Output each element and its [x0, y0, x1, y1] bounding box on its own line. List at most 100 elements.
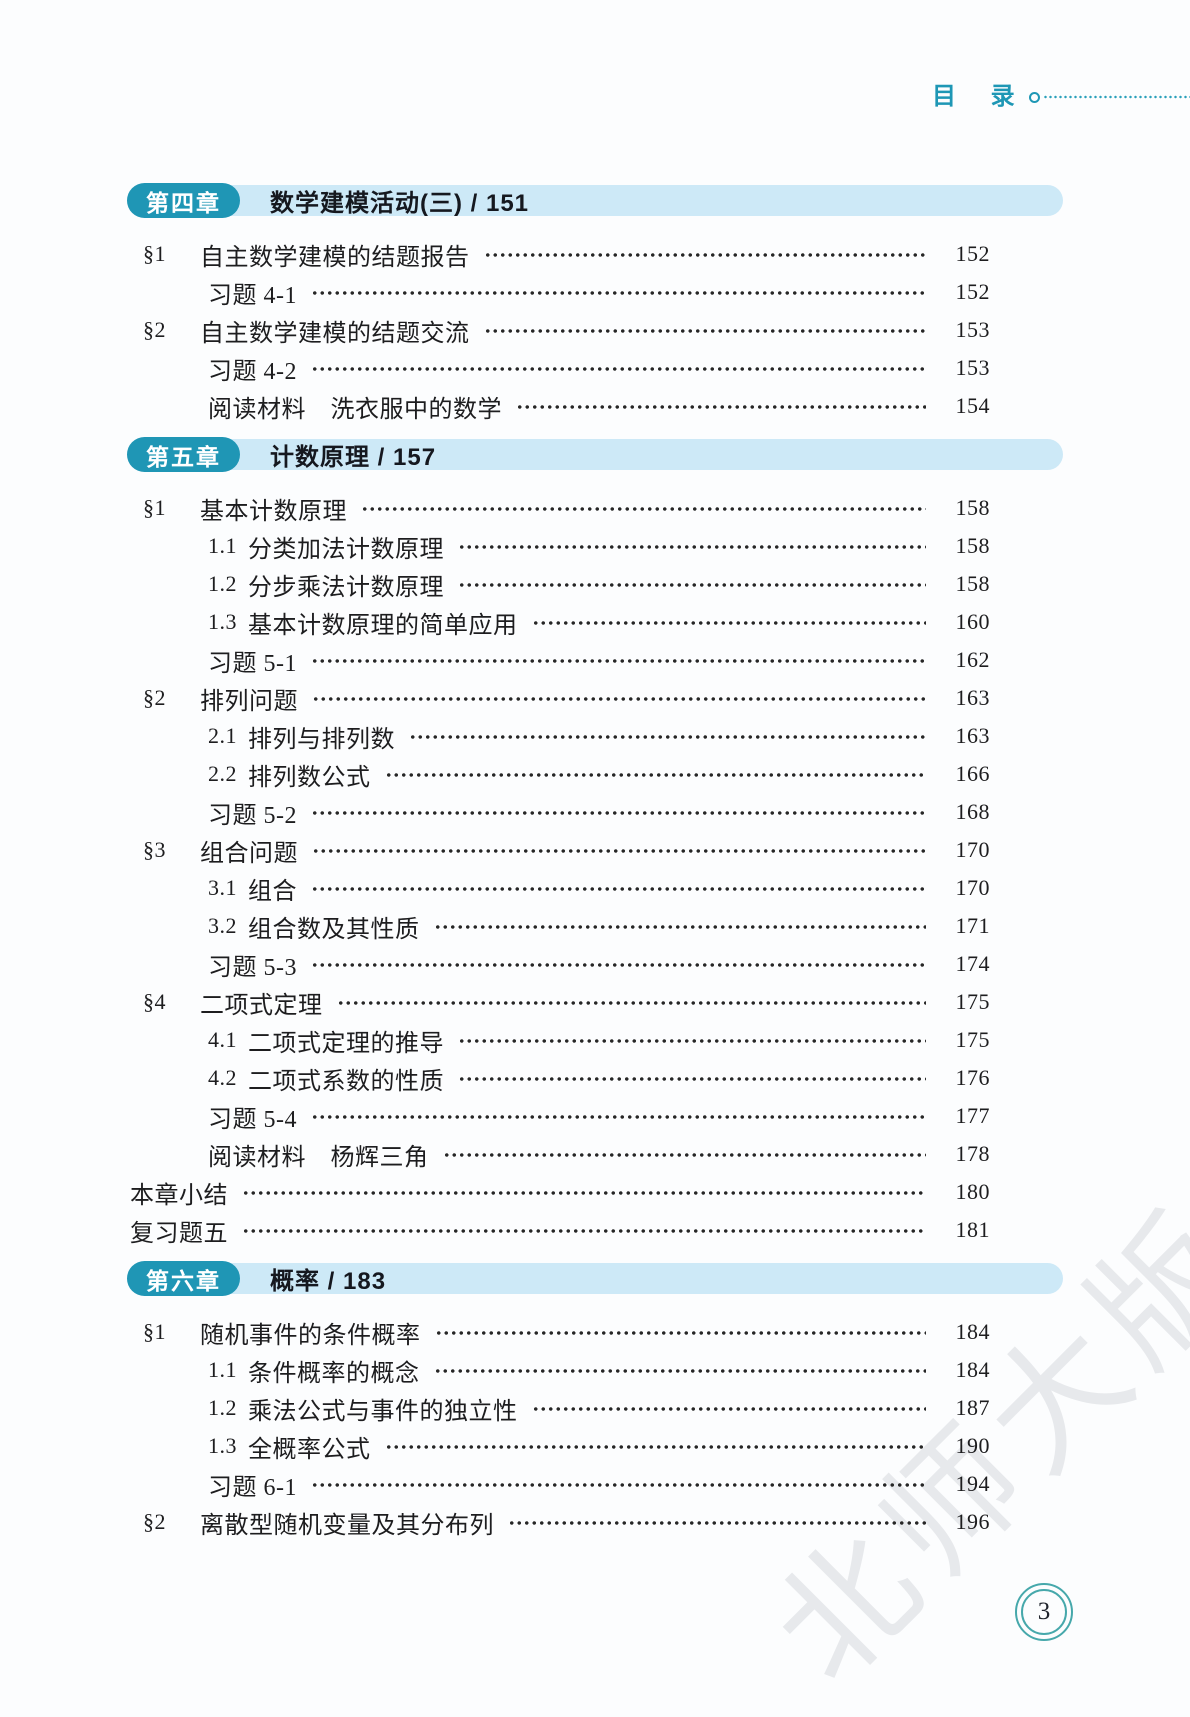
- entry-title: 基本计数原理: [200, 498, 347, 525]
- toc-entry: 3.2 组合数及其性质 171: [130, 907, 990, 945]
- dot-leader: [483, 253, 926, 257]
- dot-leader: [483, 329, 926, 333]
- entry-number: §2: [143, 1509, 166, 1534]
- toc-entry: §1 自主数学建模的结题报告 152: [130, 235, 990, 273]
- dot-leader: [312, 849, 926, 853]
- chapter-title: 概率 / 183: [270, 1268, 387, 1295]
- dot-leader: [336, 1001, 926, 1005]
- dot-leader: [311, 659, 926, 663]
- entry-number: §4: [143, 989, 166, 1014]
- entry-number: §2: [143, 685, 166, 710]
- entry-title: 条件概率的概念: [248, 1360, 420, 1387]
- entry-number: 2.1: [208, 723, 237, 748]
- dot-leader: [516, 405, 926, 409]
- dot-leader: [384, 1445, 926, 1449]
- toc-entry: 习题 6-1 194: [130, 1465, 990, 1503]
- page-number-badge: 3: [1015, 1583, 1073, 1641]
- toc-entry: §3 组合问题 170: [130, 831, 990, 869]
- entry-page: 152: [955, 279, 990, 304]
- toc-entry: 2.2 排列数公式 166: [130, 755, 990, 793]
- entry-page: 158: [955, 495, 990, 520]
- entry-title: 分步乘法计数原理: [248, 574, 444, 601]
- entry-number: 1.1: [208, 1357, 237, 1382]
- entry-page: 190: [955, 1433, 990, 1458]
- chapter-header-row: 第四章 数学建模活动(三) / 151: [127, 183, 1063, 218]
- dot-leader: [409, 735, 926, 739]
- entry-page: 181: [955, 1217, 990, 1242]
- entry-number: 4.1: [208, 1027, 237, 1052]
- dot-leader: [442, 1153, 926, 1157]
- entry-number: 1.2: [208, 1395, 237, 1420]
- toc-entry: 阅读材料 洗衣服中的数学 154: [130, 387, 990, 425]
- entry-number: §3: [143, 837, 166, 862]
- toc-entry: 1.1 分类加法计数原理 158: [130, 527, 990, 565]
- entry-number: 3.2: [208, 913, 237, 938]
- entry-page: 177: [955, 1103, 990, 1128]
- page-header: 目 录: [932, 82, 1190, 112]
- toc-entry: §2 自主数学建模的结题交流 153: [130, 311, 990, 349]
- toc-entry: 2.1 排列与排列数 163: [130, 717, 990, 755]
- entry-page: 152: [955, 241, 990, 266]
- chapter-title: 计数原理 / 157: [270, 444, 437, 471]
- header-dotted-rule: [1042, 95, 1190, 99]
- dot-leader: [312, 697, 926, 701]
- entry-number: 3.1: [208, 875, 237, 900]
- entry-title: 排列问题: [200, 688, 298, 715]
- entry-title: 排列数公式: [248, 764, 371, 791]
- dot-leader: [531, 621, 926, 625]
- dot-leader: [311, 1483, 926, 1487]
- entry-title: 习题 4-1: [208, 282, 297, 309]
- page-number: 3: [1037, 1598, 1051, 1625]
- entry-page: 153: [955, 355, 990, 380]
- entry-title: 随机事件的条件概率: [200, 1322, 421, 1349]
- entry-page: 166: [955, 761, 990, 786]
- entry-title: 二项式定理: [200, 992, 323, 1019]
- entry-title: 基本计数原理的简单应用: [248, 612, 518, 639]
- entry-title: 习题 6-1: [208, 1474, 297, 1501]
- dot-leader: [311, 291, 926, 295]
- entry-title: 全概率公式: [248, 1436, 371, 1463]
- dot-leader: [242, 1191, 926, 1195]
- toc-entry: 复习题五 181: [130, 1211, 990, 1249]
- entry-page: 196: [955, 1509, 990, 1534]
- toc-entry: 1.1 条件概率的概念 184: [130, 1351, 990, 1389]
- entry-page: 162: [955, 647, 990, 672]
- toc-entry: §1 随机事件的条件概率 184: [130, 1313, 990, 1351]
- entry-page: 170: [955, 875, 990, 900]
- chapter-bar-bg: [138, 439, 1063, 470]
- chapter-bar-bg: [138, 185, 1063, 216]
- dot-leader: [458, 583, 926, 587]
- entry-number: 2.2: [208, 761, 237, 786]
- chapter-pill: 第六章: [127, 1261, 240, 1296]
- entry-page: 175: [955, 1027, 990, 1052]
- entry-page: 154: [955, 393, 990, 418]
- entry-page: 158: [955, 571, 990, 596]
- toc-entry: 习题 5-4 177: [130, 1097, 990, 1135]
- entry-number: 1.3: [208, 1433, 237, 1458]
- dot-leader: [311, 811, 926, 815]
- toc: 第四章 数学建模活动(三) / 151 §1 自主数学建模的结题报告 152 习题 4-1…: [127, 183, 1063, 1541]
- entry-number: §1: [143, 495, 166, 520]
- toc-entry: 1.3 基本计数原理的简单应用 160: [130, 603, 990, 641]
- toc-entry: §1 基本计数原理 158: [130, 489, 990, 527]
- entry-title: 自主数学建模的结题报告: [200, 244, 470, 271]
- dot-leader: [458, 1077, 926, 1081]
- entry-page: 187: [955, 1395, 990, 1420]
- page-number-inner-circle: 3: [1021, 1589, 1067, 1635]
- dot-leader: [384, 773, 926, 777]
- entry-title: 阅读材料 洗衣服中的数学: [208, 396, 502, 423]
- entry-page: 160: [955, 609, 990, 634]
- dot-leader: [311, 1115, 926, 1119]
- entry-page: 170: [955, 837, 990, 862]
- entry-title: 习题 4-2: [208, 358, 297, 385]
- entry-number: 1.2: [208, 571, 237, 596]
- entry-title: 二项式系数的性质: [248, 1068, 444, 1095]
- dot-leader: [433, 925, 926, 929]
- toc-entry: §2 排列问题 163: [130, 679, 990, 717]
- chapter-header-row: 第五章 计数原理 / 157: [127, 437, 1063, 472]
- chapter-pill: 第四章: [127, 183, 240, 218]
- toc-entry: 习题 5-1 162: [130, 641, 990, 679]
- dot-leader: [508, 1521, 926, 1525]
- entry-title: 排列与排列数: [248, 726, 395, 753]
- entry-page: 176: [955, 1065, 990, 1090]
